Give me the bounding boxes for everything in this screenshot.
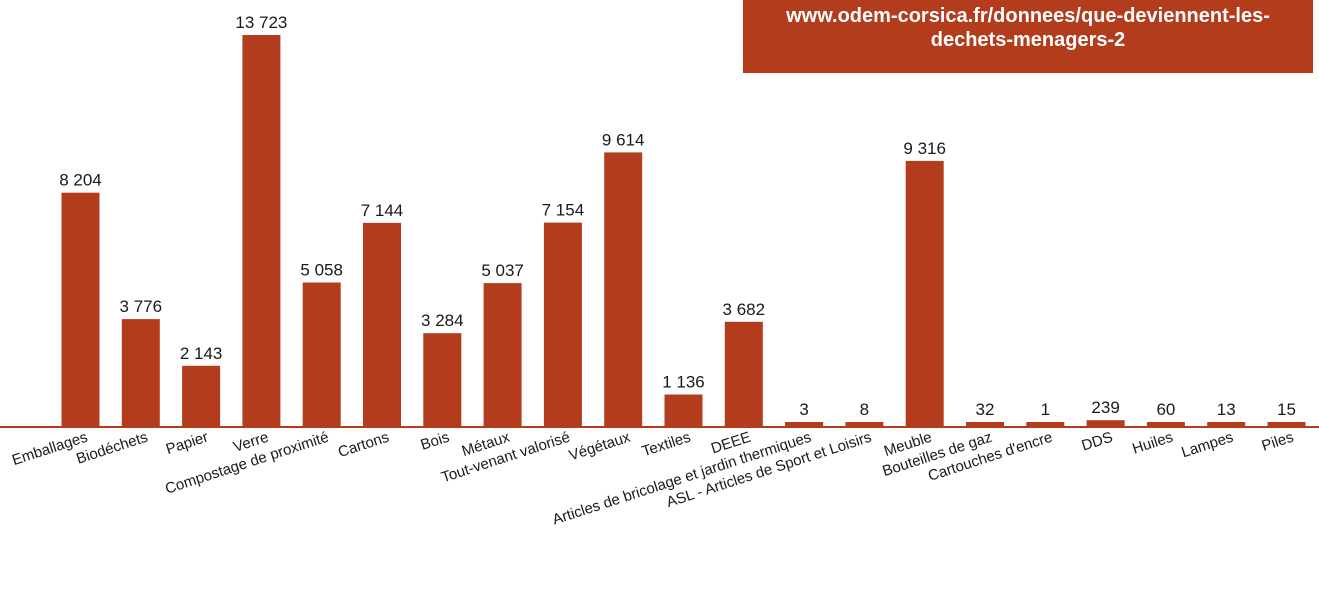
value-label-9: 9 614	[602, 130, 645, 149]
category-label-20: Piles	[1260, 429, 1296, 455]
value-labels-group: 8 204 3 776 2 143 13 723 5 058 7 144 3 284 5 03…	[59, 13, 1296, 419]
category-label-9: Végétaux	[567, 428, 633, 464]
value-label-5: 7 144	[361, 201, 404, 220]
value-label-15: 32	[976, 400, 995, 419]
bar-14	[905, 160, 944, 427]
value-label-3: 13 723	[235, 13, 287, 32]
bar-15	[966, 422, 1004, 427]
value-label-4: 5 058	[300, 261, 343, 280]
category-label-10: Textiles	[640, 429, 693, 461]
value-label-0: 8 204	[59, 171, 102, 190]
value-label-1: 3 776	[120, 297, 163, 316]
value-label-7: 5 037	[481, 261, 524, 280]
category-label-18: Huiles	[1130, 429, 1175, 458]
bar-8	[543, 222, 582, 427]
value-label-10: 1 136	[662, 373, 705, 392]
bar-11	[724, 321, 763, 427]
bar-0	[61, 192, 100, 427]
category-label-6: Bois	[419, 429, 452, 454]
category-label-17: DDS	[1079, 429, 1114, 455]
source-url-text: www.odem-corsica.fr/donnees/que-devienne…	[786, 5, 1270, 51]
value-label-6: 3 284	[421, 311, 464, 330]
value-label-13: 8	[860, 400, 869, 419]
bar-17	[1086, 420, 1125, 427]
value-label-8: 7 154	[542, 201, 585, 220]
bar-9	[604, 152, 643, 427]
bar-10	[664, 394, 703, 427]
bar-12	[785, 422, 824, 427]
bar-6	[423, 333, 462, 427]
bar-4	[302, 282, 341, 427]
bar-7	[483, 283, 522, 427]
bar-2	[182, 365, 221, 427]
value-label-12: 3	[799, 400, 808, 419]
bar-19	[1207, 422, 1246, 427]
bar-5	[363, 222, 401, 427]
value-label-16: 1	[1041, 400, 1050, 419]
value-label-18: 60	[1156, 400, 1175, 419]
category-label-19: Lampes	[1179, 429, 1235, 462]
value-label-14: 9 316	[903, 139, 946, 158]
bar-20	[1267, 422, 1306, 427]
bar-18	[1146, 422, 1185, 427]
bar-1	[121, 319, 160, 427]
source-url-banner: www.odem-corsica.fr/donnees/que-devienne…	[743, 0, 1313, 73]
value-label-17: 239	[1091, 398, 1119, 417]
bar-3	[242, 35, 281, 427]
value-label-2: 2 143	[180, 344, 223, 363]
value-label-20: 15	[1277, 400, 1296, 419]
bar-16	[1026, 422, 1065, 427]
bars-group	[61, 35, 1306, 427]
category-label-5: Cartons	[336, 429, 391, 461]
category-label-2: Papier	[164, 429, 210, 459]
value-label-19: 13	[1217, 400, 1236, 419]
value-label-11: 3 682	[723, 300, 766, 319]
bar-13	[845, 422, 884, 427]
